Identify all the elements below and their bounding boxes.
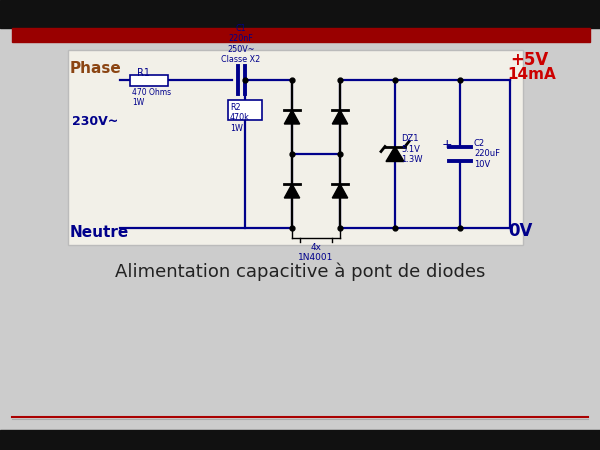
- Text: R2
470k
1W: R2 470k 1W: [230, 103, 250, 133]
- FancyBboxPatch shape: [68, 50, 523, 245]
- Polygon shape: [284, 110, 300, 124]
- Text: C2
220uF
10V: C2 220uF 10V: [474, 139, 500, 169]
- Text: Alimentation capacitive à pont de diodes: Alimentation capacitive à pont de diodes: [115, 263, 485, 281]
- Polygon shape: [332, 110, 348, 124]
- Polygon shape: [386, 147, 404, 162]
- Text: 4x
1N4001: 4x 1N4001: [298, 243, 334, 262]
- Bar: [0, 430, 600, 450]
- Text: Phase: Phase: [70, 61, 122, 76]
- Text: +5V: +5V: [510, 51, 548, 69]
- Polygon shape: [332, 184, 348, 198]
- Bar: [0, 0, 600, 28]
- Bar: [130, 75, 168, 86]
- Text: +: +: [442, 138, 452, 150]
- Polygon shape: [284, 184, 300, 198]
- Text: DZ1
5.1V
1.3W: DZ1 5.1V 1.3W: [401, 134, 422, 164]
- Text: C1
220nF
250V~
Classe X2: C1 220nF 250V~ Classe X2: [221, 24, 260, 64]
- Text: 230V~: 230V~: [72, 115, 118, 128]
- Bar: [228, 100, 262, 120]
- Bar: [12, 28, 590, 42]
- Text: 14mA: 14mA: [507, 67, 556, 82]
- Text: 470 Ohms
1W: 470 Ohms 1W: [132, 88, 171, 108]
- Text: 0V: 0V: [508, 222, 532, 240]
- Text: R1: R1: [137, 68, 149, 78]
- Text: Neutre: Neutre: [70, 225, 129, 240]
